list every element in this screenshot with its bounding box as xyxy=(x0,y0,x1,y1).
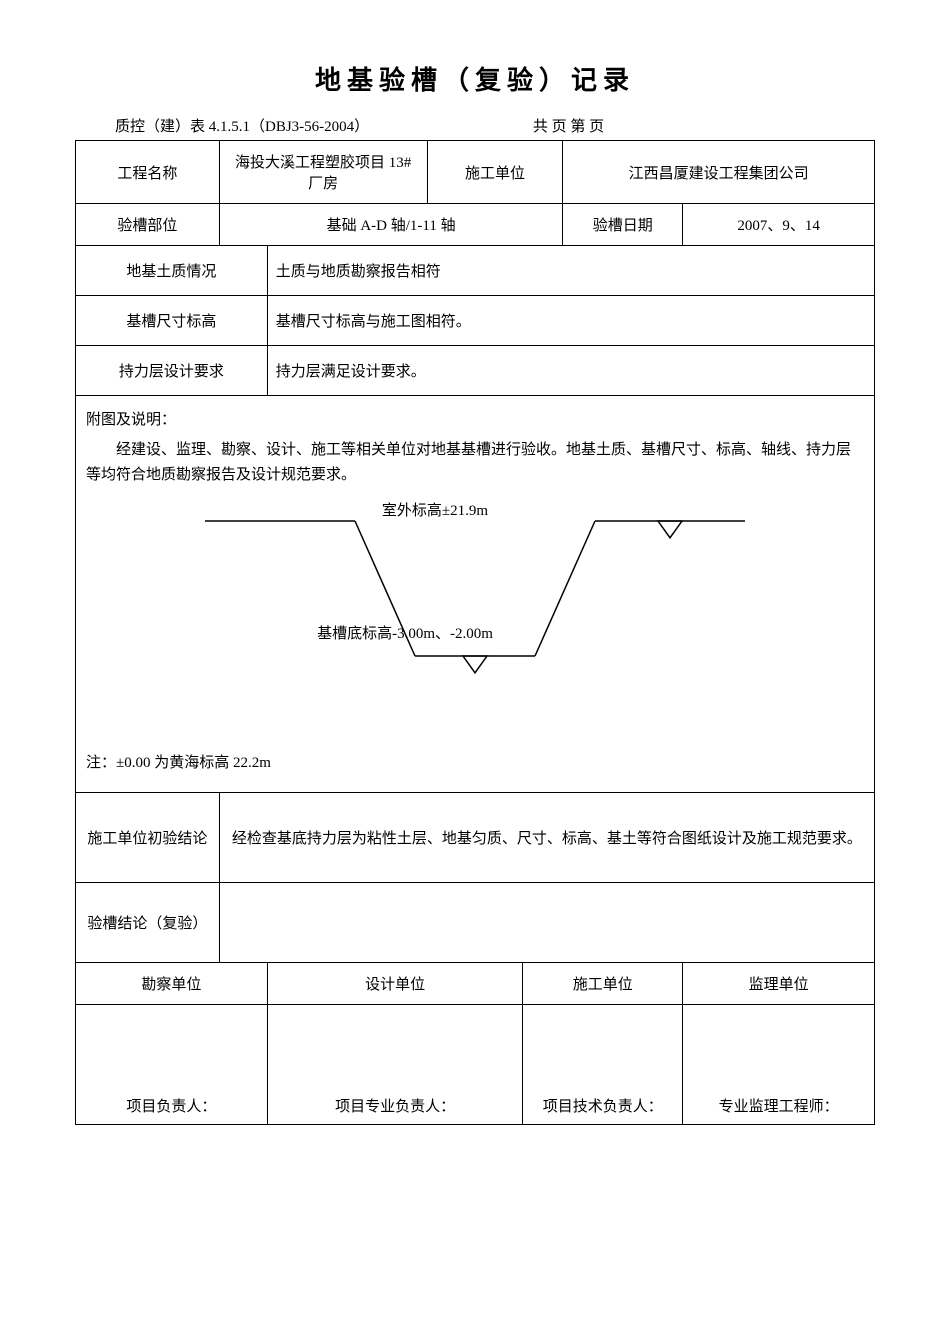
description-cell: 附图及说明： 经建设、监理、勘察、设计、施工等相关单位对地基基槽进行验收。地基土… xyxy=(76,396,875,793)
initial-conclusion-value: 经检查基底持力层为粘性土层、地基匀质、尺寸、标高、基土等符合图纸设计及施工规范要… xyxy=(219,793,874,883)
subtitle-row: 质控（建）表 4.1.5.1（DBJ3-56-2004） 共 页 第 页 xyxy=(75,115,875,136)
design-unit-header: 设计单位 xyxy=(267,963,523,1005)
verdict-value xyxy=(219,883,874,963)
initial-conclusion-label: 施工单位初验结论 xyxy=(76,793,220,883)
trench-diagram: 室外标高±21.9m 基槽底标高-3.00m、-2.00m xyxy=(86,501,864,741)
construction-unit-header: 施工单位 xyxy=(523,963,683,1005)
construction-unit-label: 施工单位 xyxy=(427,141,563,204)
svg-text:基槽底标高-3.00m、-2.00m: 基槽底标高-3.00m、-2.00m xyxy=(317,625,493,642)
prof-supervisor-cell: 专业监理工程师： xyxy=(683,1005,875,1125)
bearing-value: 持力层满足设计要求。 xyxy=(267,346,874,396)
description-body: 经建设、监理、勘察、设计、施工等相关单位对地基基槽进行验收。地基土质、基槽尺寸、… xyxy=(86,438,864,489)
description-heading: 附图及说明： xyxy=(86,408,864,434)
description-note: 注：±0.00 为黄海标高 22.2m xyxy=(86,751,864,777)
form-code: 质控（建）表 4.1.5.1（DBJ3-56-2004） xyxy=(115,115,369,136)
bearing-label: 持力层设计要求 xyxy=(76,346,268,396)
trench-svg: 室外标高±21.9m 基槽底标高-3.00m、-2.00m xyxy=(105,501,845,731)
project-name-label: 工程名称 xyxy=(76,141,220,204)
row-soil: 地基土质情况 土质与地质勘察报告相符 xyxy=(76,246,875,296)
row-sign-header: 勘察单位 设计单位 施工单位 监理单位 xyxy=(76,963,875,1005)
row-dimension: 基槽尺寸标高 基槽尺寸标高与施工图相符。 xyxy=(76,296,875,346)
location-label: 验槽部位 xyxy=(76,204,220,246)
row-sign-body: 项目负责人： 项目专业负责人： 项目技术负责人： 专业监理工程师： xyxy=(76,1005,875,1125)
row-verdict: 验槽结论（复验） xyxy=(76,883,875,963)
project-leader-cell: 项目负责人： xyxy=(76,1005,268,1125)
row-project: 工程名称 海投大溪工程塑胶项目 13#厂房 施工单位 江西昌厦建设工程集团公司 xyxy=(76,141,875,204)
main-table: 工程名称 海投大溪工程塑胶项目 13#厂房 施工单位 江西昌厦建设工程集团公司 … xyxy=(75,140,875,1125)
location-value: 基础 A-D 轴/1-11 轴 xyxy=(219,204,563,246)
date-value: 2007、9、14 xyxy=(683,204,875,246)
survey-unit-header: 勘察单位 xyxy=(76,963,268,1005)
supervision-unit-header: 监理单位 xyxy=(683,963,875,1005)
project-tech-leader-cell: 项目技术负责人： xyxy=(523,1005,683,1125)
date-label: 验槽日期 xyxy=(563,204,683,246)
project-name-value: 海投大溪工程塑胶项目 13#厂房 xyxy=(219,141,427,204)
project-prof-leader-cell: 项目专业负责人： xyxy=(267,1005,523,1125)
svg-text:室外标高±21.9m: 室外标高±21.9m xyxy=(382,502,488,519)
verdict-label: 验槽结论（复验） xyxy=(76,883,220,963)
row-initial-conclusion: 施工单位初验结论 经检查基底持力层为粘性土层、地基匀质、尺寸、标高、基土等符合图… xyxy=(76,793,875,883)
dimension-value: 基槽尺寸标高与施工图相符。 xyxy=(267,296,874,346)
soil-label: 地基土质情况 xyxy=(76,246,268,296)
row-bearing: 持力层设计要求 持力层满足设计要求。 xyxy=(76,346,875,396)
row-location: 验槽部位 基础 A-D 轴/1-11 轴 验槽日期 2007、9、14 xyxy=(76,204,875,246)
construction-unit-value: 江西昌厦建设工程集团公司 xyxy=(563,141,875,204)
row-description: 附图及说明： 经建设、监理、勘察、设计、施工等相关单位对地基基槽进行验收。地基土… xyxy=(76,396,875,793)
dimension-label: 基槽尺寸标高 xyxy=(76,296,268,346)
soil-value: 土质与地质勘察报告相符 xyxy=(267,246,874,296)
page-info: 共 页 第 页 xyxy=(533,115,604,136)
page-title: 地基验槽（复验）记录 xyxy=(75,60,875,97)
